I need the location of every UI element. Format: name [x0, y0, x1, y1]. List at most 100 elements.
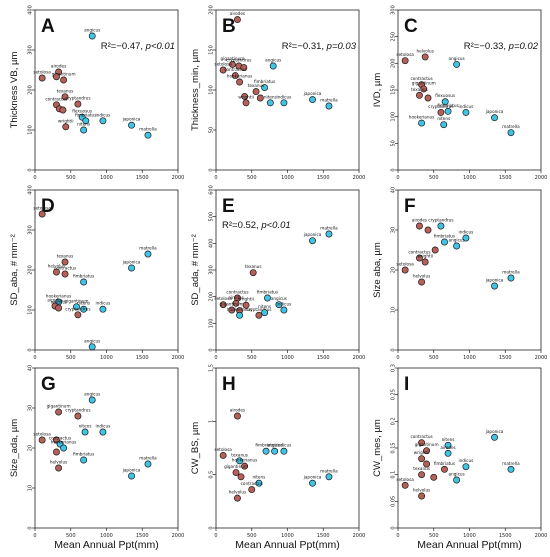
plot-frame — [215, 189, 360, 351]
point-label: setolosa — [33, 432, 51, 437]
y-tick-label: 400 — [28, 185, 34, 195]
point-label: airodes — [230, 11, 245, 16]
data-point — [144, 131, 152, 139]
panel-i: 0 500 1000 1500 2000 0 0.05 0.1 0.15 0.2 0.25 0.3 CW… — [372, 364, 547, 551]
y-tick-label: 400 — [28, 5, 34, 15]
data-point — [61, 93, 69, 101]
x-tick-label: 0 — [214, 175, 217, 181]
data-point — [453, 60, 461, 68]
point-label: hookerianus — [46, 294, 72, 299]
data-point — [261, 309, 269, 317]
data-point — [401, 481, 409, 489]
point-label: gigantinum — [52, 72, 76, 77]
point-label: matrella — [320, 468, 338, 473]
point-label: japonica — [303, 232, 322, 237]
panel-f: 0 500 1000 1500 2000 0 10 20 30 40 Size aba, µm Fai… — [372, 187, 547, 361]
y-tick-label: 0 — [209, 168, 215, 171]
x-tick-label: 1500 — [136, 355, 149, 361]
plot-frame — [34, 367, 179, 529]
panel-letter: H — [222, 374, 236, 395]
data-point — [237, 473, 245, 481]
p-value: p=0.03 — [326, 41, 357, 52]
x-tick-label: 1500 — [499, 175, 512, 181]
point-label: japonica — [122, 117, 141, 122]
point-label: matrella — [502, 124, 520, 129]
data-point — [80, 456, 88, 464]
point-label: angicus — [267, 443, 283, 448]
y-axis-label: CW_mes, µm — [372, 419, 383, 477]
x-tick-label: 1000 — [463, 355, 476, 361]
data-point — [441, 465, 448, 473]
point-label: cryptandrus — [428, 104, 453, 109]
data-point — [80, 126, 88, 134]
data-point — [232, 299, 240, 307]
point-label: japonica — [122, 260, 141, 265]
data-point — [74, 100, 82, 108]
point-label: fimbriatus — [434, 461, 455, 466]
x-tick-label: 500 — [429, 355, 439, 361]
data-point — [261, 84, 269, 92]
panel-letter: I — [404, 374, 409, 395]
point-label: cryptandrus — [65, 306, 90, 311]
data-point — [264, 294, 271, 302]
x-tick-label: 500 — [247, 175, 257, 181]
y-axis-label: Size aba, µm — [372, 242, 383, 298]
point-label: cryptandrus — [226, 58, 251, 63]
x-tick-label: 2000 — [172, 175, 185, 181]
x-tick-label: 1000 — [281, 355, 294, 361]
data-point — [418, 439, 426, 447]
data-point — [99, 428, 107, 436]
point-label: hookerianus — [51, 440, 77, 445]
data-point — [491, 433, 498, 441]
y-tick-label: 1.5 — [209, 364, 215, 372]
data-point — [269, 62, 277, 70]
point-label: helvolus — [50, 460, 67, 465]
y-tick-label: 50 — [391, 140, 397, 146]
data-point — [418, 119, 426, 127]
point-label: japonica — [485, 278, 504, 283]
point-label: texanus — [57, 254, 74, 259]
data-point — [266, 99, 274, 107]
regression-annotation: R²=−0.33, p=0.02 — [464, 41, 539, 52]
y-tick-label: 100 — [209, 85, 215, 95]
x-axis-label: Mean Annual Ppt(mm) — [417, 539, 521, 551]
data-point — [88, 32, 96, 40]
panel-letter: E — [222, 196, 235, 217]
data-point — [233, 412, 241, 420]
point-label: matrella — [139, 246, 157, 251]
data-point — [241, 462, 249, 470]
point-label: helvolus — [413, 488, 430, 493]
point-label: angicus — [449, 238, 465, 243]
data-point — [219, 452, 227, 459]
y-tick-label: 0 — [28, 526, 34, 529]
data-point — [255, 479, 263, 487]
x-tick-label: 500 — [66, 175, 76, 181]
point-label: japonica — [485, 429, 504, 434]
point-label: contractus — [410, 76, 432, 81]
r-squared: R²=−0.47, — [101, 41, 146, 52]
p-value: p=0.02 — [508, 41, 539, 52]
point-label: indicus — [277, 94, 292, 99]
data-point — [423, 460, 431, 468]
y-tick-label: 30 — [28, 405, 34, 411]
panel-e: 0 500 1000 1500 2000 0 100 200 300 400 500 600 SD_ad… — [190, 185, 365, 361]
point-label: matrella — [139, 456, 157, 461]
x-tick-label: 2000 — [535, 175, 548, 181]
x-tick-label: 1000 — [463, 175, 476, 181]
x-tick-label: 0 — [33, 355, 36, 361]
point-label: flexuosus — [72, 109, 92, 114]
point-label: wrightii — [238, 94, 254, 99]
y-tick-label: 150 — [209, 45, 215, 55]
point-label: indicus — [96, 424, 111, 429]
panel-letter: C — [404, 16, 418, 37]
data-point — [241, 92, 249, 100]
point-label: matrella — [320, 98, 338, 103]
y-tick-label: 0 — [209, 526, 215, 529]
point-label: setolosa — [396, 477, 414, 482]
y-tick-label: 150 — [391, 85, 397, 95]
point-label: indicus — [459, 458, 474, 463]
y-tick-label: 300 — [28, 225, 34, 235]
point-label: angicus — [84, 392, 100, 397]
data-point — [55, 464, 63, 472]
point-label: contractus — [241, 481, 263, 486]
